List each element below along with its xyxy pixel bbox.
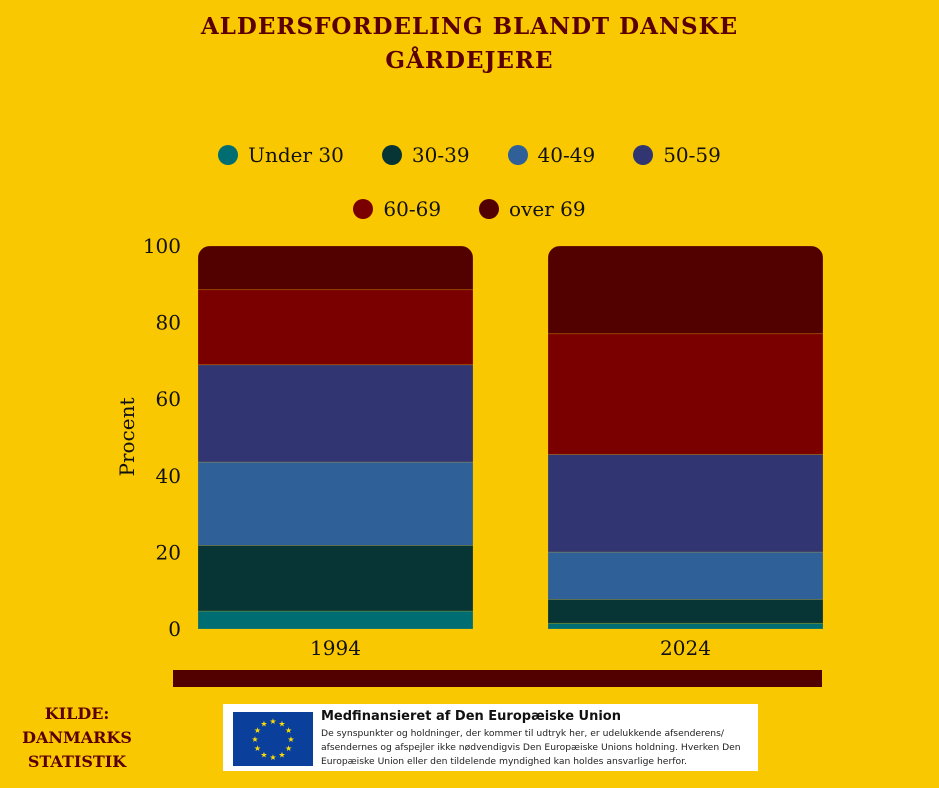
- source-line: DANMARKS: [22, 728, 132, 747]
- y-axis-label: Procent: [115, 397, 139, 476]
- eu-funding-notice: ★ ★ ★ ★ ★ ★ ★ ★ ★ ★ ★ ★ Medfinansieret af Den Europ…: [223, 704, 758, 771]
- y-tick-label: 100: [143, 234, 181, 258]
- eu-star-icon: ★: [285, 744, 292, 753]
- y-tick-label: 20: [156, 540, 181, 564]
- bar-segment-30-39-1994[interactable]: [198, 545, 473, 612]
- legend-item-under-30[interactable]: Under 30: [218, 143, 344, 167]
- y-tick-label: 80: [156, 311, 181, 335]
- eu-star-icon: ★: [269, 717, 276, 726]
- footer-bar: [173, 670, 822, 687]
- legend-label: 30-39: [411, 143, 470, 167]
- legend-label: 40-49: [537, 143, 596, 167]
- eu-star-icon: ★: [260, 751, 267, 760]
- eu-star-icon: ★: [287, 735, 294, 744]
- eu-star-icon: ★: [278, 719, 285, 728]
- eu-star-icon: ★: [278, 751, 285, 760]
- source-line: STATISTIK: [27, 752, 127, 771]
- legend-swatch: [507, 145, 528, 165]
- eu-flag-icon: ★ ★ ★ ★ ★ ★ ★ ★ ★ ★ ★ ★: [233, 712, 313, 766]
- chart-title: ALDERSFORDELING BLANDT DANSKE GÅRDEJERE: [0, 10, 939, 78]
- bar-segment-over-69-2024[interactable]: [548, 246, 823, 335]
- eu-star-icon: ★: [254, 744, 261, 753]
- bar-segment-60-69-2024[interactable]: [548, 333, 823, 455]
- eu-star-icon: ★: [251, 735, 258, 744]
- x-tick-label: 2024: [660, 636, 711, 660]
- y-tick-label: 60: [156, 387, 181, 411]
- bar-segment-under-30-1994[interactable]: [198, 610, 473, 630]
- bar-segment-50-59-1994[interactable]: [198, 364, 473, 463]
- bar-stack-2024: [548, 246, 823, 630]
- bar-segment-over-69-1994[interactable]: [198, 246, 473, 291]
- legend-row-2: 60-69 over 69: [0, 197, 939, 221]
- eu-star-icon: ★: [269, 753, 276, 762]
- bar-segment-under-30-2024[interactable]: [548, 622, 823, 630]
- legend-row-1: Under 30 30-39 40-49 50-59: [0, 143, 939, 167]
- legend-swatch: [218, 145, 239, 165]
- legend-swatch: [633, 145, 654, 165]
- legend-swatch: [353, 199, 374, 219]
- source-line: KILDE:: [44, 704, 110, 723]
- eu-star-icon: ★: [285, 726, 292, 735]
- legend-label: Under 30: [248, 143, 344, 167]
- legend-item-60-69[interactable]: 60-69: [353, 197, 441, 221]
- bar-segment-40-49-1994[interactable]: [198, 461, 473, 546]
- legend-label: over 69: [509, 197, 586, 221]
- bar-segment-40-49-2024[interactable]: [548, 551, 823, 600]
- legend-swatch: [381, 145, 402, 165]
- y-tick-label: 40: [156, 464, 181, 488]
- legend-label: 60-69: [383, 197, 442, 221]
- legend-item-50-59[interactable]: 50-59: [633, 143, 721, 167]
- title-line-1: ALDERSFORDELING BLANDT DANSKE: [200, 13, 739, 40]
- legend-item-40-49[interactable]: 40-49: [507, 143, 596, 167]
- legend-swatch: [479, 199, 500, 219]
- stacked-bar-chart: Procent 0 20 40 60 80 100 1994 2024: [115, 234, 823, 687]
- eu-notice-title: Medfinansieret af Den Europæiske Union: [321, 709, 621, 724]
- legend-item-over-69[interactable]: over 69: [479, 197, 586, 221]
- bar-segment-30-39-2024[interactable]: [548, 599, 823, 624]
- source-label: KILDE: DANMARKS STATISTIK: [22, 702, 132, 774]
- eu-notice-text: De synspunkter og holdninger, der kommer…: [321, 728, 741, 767]
- legend-label: 50-59: [663, 143, 721, 167]
- bar-stack-1994: [198, 246, 473, 630]
- title-line-2: GÅRDEJERE: [385, 47, 554, 74]
- bar-segment-60-69-1994[interactable]: [198, 289, 473, 366]
- bar-segment-50-59-2024[interactable]: [548, 453, 823, 553]
- x-tick-label: 1994: [310, 636, 361, 660]
- eu-star-icon: ★: [254, 726, 261, 735]
- eu-star-icon: ★: [260, 719, 267, 728]
- legend-item-30-39[interactable]: 30-39: [381, 143, 470, 167]
- y-tick-label: 0: [168, 617, 181, 641]
